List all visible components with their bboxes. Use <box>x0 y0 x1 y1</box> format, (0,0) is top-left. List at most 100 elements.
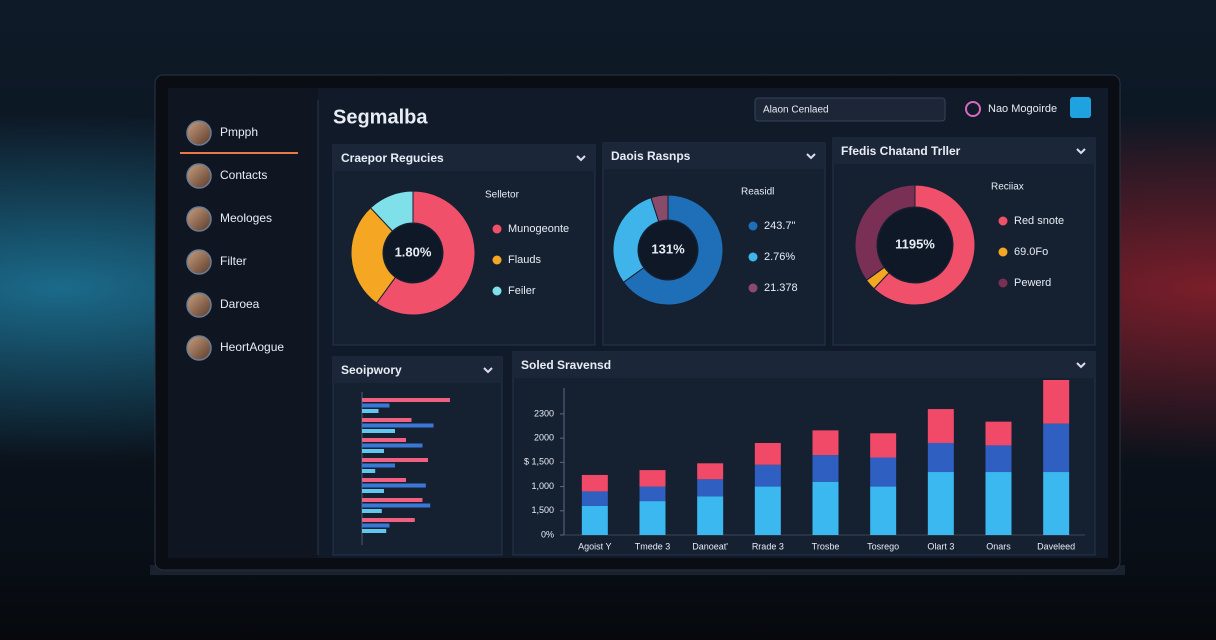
bar <box>362 509 382 513</box>
search-text[interactable]: Alaon Cenlaed <box>763 105 829 116</box>
bar-segment <box>812 455 839 482</box>
bar-segment <box>870 457 897 487</box>
panel-header <box>333 357 502 383</box>
search-box[interactable] <box>754 97 946 122</box>
avatar <box>186 163 212 189</box>
bar <box>362 438 406 442</box>
bar-segment <box>985 445 1012 473</box>
bar <box>362 489 384 493</box>
bar-segment <box>697 496 724 535</box>
bar-segment <box>985 421 1012 446</box>
bar <box>362 503 431 508</box>
bar-segment <box>812 430 839 456</box>
panel-header <box>513 352 1095 378</box>
donut-segment <box>375 190 476 316</box>
sidebar <box>168 88 318 558</box>
panel-title: Daois Rasnps <box>611 149 691 163</box>
nav-item[interactable]: Daroea <box>220 297 260 311</box>
legend-label: Munogeonte <box>508 223 569 235</box>
legend-label: 2.76% <box>764 251 795 263</box>
bar-segment <box>812 481 839 535</box>
nav-item[interactable]: Pmpph <box>220 125 258 139</box>
bar-segment <box>639 470 666 487</box>
bar <box>362 469 376 473</box>
y-tick-label: 1,000 <box>531 481 554 491</box>
panel-title: Craepor Regucies <box>341 151 444 165</box>
chevron[interactable] <box>806 153 816 160</box>
y-tick-label: $ 1,500 <box>524 457 554 467</box>
nav-item[interactable]: HeortAogue <box>220 340 284 354</box>
bar <box>362 458 428 462</box>
chevron[interactable] <box>1076 362 1086 369</box>
nav-item[interactable]: Contacts <box>220 168 267 182</box>
donut-segment <box>369 190 414 232</box>
donut-segment <box>622 194 724 306</box>
y-tick-label: 1,500 <box>531 505 554 515</box>
legend-swatch <box>748 252 758 262</box>
legend-swatch <box>998 216 1008 226</box>
panel-header <box>603 143 825 169</box>
bar-segment <box>639 501 666 535</box>
donut-segment <box>873 184 976 306</box>
legend-label: 21.378 <box>764 282 798 294</box>
nav-item[interactable]: Filter <box>220 254 247 268</box>
action-button[interactable] <box>1070 97 1091 118</box>
chevron[interactable] <box>483 367 493 374</box>
legend-label: Pewerd <box>1014 277 1051 289</box>
chart-subtitle: Selletor <box>485 190 520 201</box>
chevron[interactable] <box>1076 148 1086 155</box>
bar-segment <box>927 442 954 473</box>
donut-segment <box>650 194 669 223</box>
bar <box>362 423 434 428</box>
avatar <box>186 335 212 361</box>
avatar <box>186 249 212 275</box>
legend-label: 243.7" <box>764 220 796 232</box>
bar-segment <box>1043 380 1070 424</box>
y-tick-label: 2300 <box>534 408 554 418</box>
bar <box>362 398 450 402</box>
bar <box>362 498 423 502</box>
nav-item[interactable]: Meologes <box>220 211 272 225</box>
chevron[interactable] <box>576 155 586 162</box>
bar-segment <box>581 491 608 506</box>
legend-swatch <box>748 283 758 293</box>
legend-swatch <box>492 224 502 234</box>
donut-segment <box>854 184 916 281</box>
bar <box>362 409 379 413</box>
center-label: 131% <box>651 241 685 256</box>
chart-subtitle: Reasidl <box>741 187 774 198</box>
legend-swatch <box>492 255 502 265</box>
bar-segment <box>927 472 954 535</box>
bar-segment <box>581 474 608 492</box>
bar-segment <box>581 505 608 535</box>
chart-subtitle: Reciiax <box>991 182 1024 193</box>
donut-hole <box>878 208 952 282</box>
user-name[interactable]: Nao Mogoirde <box>988 103 1057 115</box>
bar-segment <box>985 472 1012 535</box>
panel-title: Soled Sravensd <box>521 358 611 372</box>
bar-segment <box>639 486 666 502</box>
x-tick-label: Trosbe <box>812 541 840 551</box>
x-tick-label: Tosrego <box>867 541 899 551</box>
bar <box>362 523 390 528</box>
legend-label: Flauds <box>508 254 542 266</box>
bar <box>362 529 387 533</box>
bar-segment <box>697 463 724 480</box>
bar <box>362 518 415 522</box>
x-tick-label: Rrade 3 <box>752 541 784 551</box>
bar <box>362 478 406 482</box>
dashboard: Pmpph Contacts Meologes Filter Daroea HeortAo… <box>186 120 1096 556</box>
bar-segment <box>754 486 781 535</box>
x-tick-label: Danoeat' <box>692 541 728 551</box>
panel-title: Ffedis Chatand Trller <box>841 144 961 158</box>
bar <box>362 429 395 433</box>
center-label: 1195% <box>895 236 935 251</box>
bar-segment <box>697 479 724 497</box>
bar-segment <box>927 409 954 443</box>
bar <box>362 403 390 408</box>
avatar <box>186 292 212 318</box>
x-tick-label: Tmede 3 <box>635 541 671 551</box>
legend-swatch <box>998 278 1008 288</box>
